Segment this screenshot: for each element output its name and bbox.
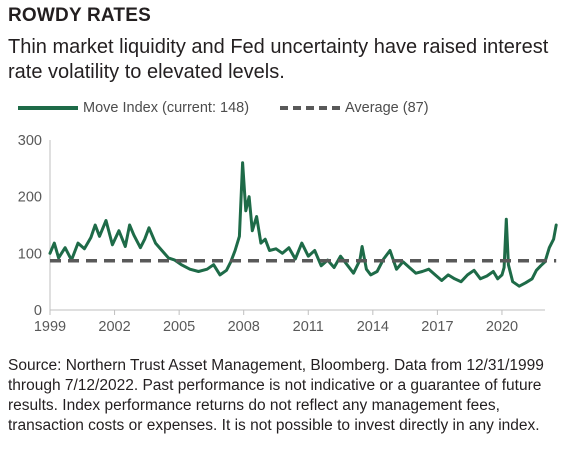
chart-title: ROWDY RATES [8,5,151,26]
legend: Move Index (current: 148) Average (87) [0,96,564,120]
y-tick-label: 300 [18,133,42,149]
x-tick-label: 2014 [357,319,389,335]
legend-item-move-index: Move Index (current: 148) [18,96,249,120]
chart-subtitle: Thin market liquidity and Fed uncertaint… [8,36,549,83]
x-tick-label: 2011 [293,319,324,335]
legend-swatch-dashed [280,106,340,110]
move-index-chart: 0 100 200 300 1999 2002 2005 2008 2011 2014 2017 20… [18,133,558,335]
x-tick-label: 1999 [34,319,66,335]
x-tick-label: 2002 [98,319,130,335]
y-tick-label: 100 [18,246,42,262]
x-tick-label: 2017 [421,319,453,335]
legend-swatch-solid [18,106,78,110]
x-tick-label: 2008 [228,319,260,335]
y-tick-label: 200 [18,190,42,206]
move-index-line [48,161,558,288]
legend-label-move-index: Move Index (current: 148) [83,100,250,116]
source-note: Source: Northern Trust Asset Management,… [8,357,544,434]
y-tick-label: 0 [34,303,42,319]
x-tick-label: 2020 [486,319,518,335]
legend-item-average: Average (87) [280,96,429,120]
legend-label-average: Average (87) [345,100,429,116]
x-tick-label: 2005 [163,319,195,335]
